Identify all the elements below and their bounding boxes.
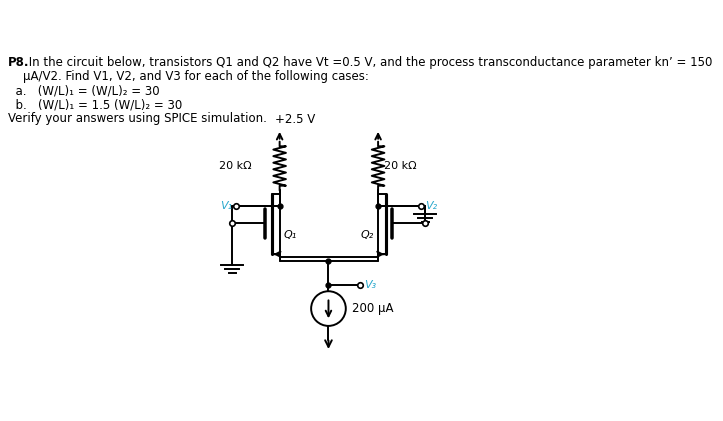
Text: 20 kΩ: 20 kΩ [220, 161, 252, 171]
Text: μA/V2. Find V1, V2, and V3 for each of the following cases:: μA/V2. Find V1, V2, and V3 for each of t… [8, 70, 369, 83]
Text: In the circuit below, transistors Q1 and Q2 have Vt =0.5 V, and the process tran: In the circuit below, transistors Q1 and… [25, 56, 713, 69]
Text: Verify your answers using SPICE simulation.: Verify your answers using SPICE simulati… [8, 112, 267, 125]
Text: V₁: V₁ [221, 201, 232, 211]
Text: V₂: V₂ [425, 201, 437, 211]
Text: Q₂: Q₂ [361, 230, 375, 240]
Text: a.   (W/L)₁ = (W/L)₂ = 30: a. (W/L)₁ = (W/L)₂ = 30 [8, 84, 160, 97]
Text: V₃: V₃ [364, 280, 376, 290]
Text: 200 μA: 200 μA [352, 302, 393, 315]
Text: P8.: P8. [8, 56, 30, 69]
Text: b.   (W/L)₁ = 1.5 (W/L)₂ = 30: b. (W/L)₁ = 1.5 (W/L)₂ = 30 [8, 98, 182, 111]
Text: 20 kΩ: 20 kΩ [385, 161, 417, 171]
Text: +2.5 V: +2.5 V [275, 113, 315, 126]
Text: Q₁: Q₁ [283, 230, 297, 240]
